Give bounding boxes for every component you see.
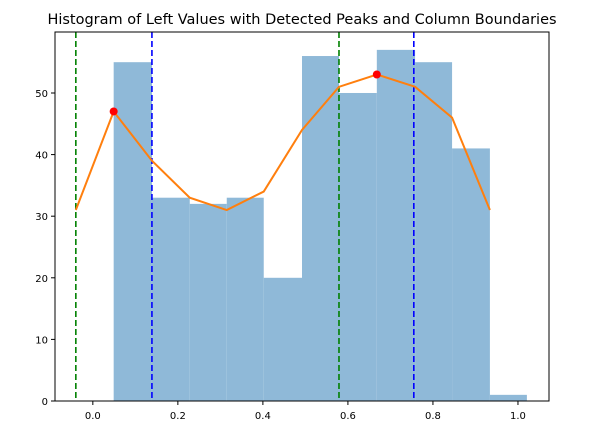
x-tick-label: 0.6 (340, 411, 356, 422)
peak-marker (109, 107, 118, 116)
histogram-bar (113, 62, 152, 402)
y-tick-label: 30 (35, 212, 48, 223)
histogram-bar (226, 197, 264, 401)
histogram-bar (452, 148, 490, 401)
y-tick-label: 20 (35, 274, 48, 285)
x-tick-label: 0.8 (425, 411, 441, 422)
x-tick-label: 0.2 (170, 411, 186, 422)
histogram-bar (302, 56, 339, 401)
x-tick-label: 0.4 (255, 411, 271, 422)
y-tick-label: 10 (35, 335, 48, 346)
histogram-bar (338, 92, 377, 402)
histogram-bar (489, 394, 527, 401)
y-tick-label: 0 (42, 397, 48, 408)
chart-title: Histogram of Left Values with Detected P… (47, 12, 556, 28)
histogram-bar (189, 203, 227, 401)
peak-marker (372, 70, 381, 79)
density-line (74, 73, 491, 212)
histogram-bar (263, 277, 302, 401)
histogram-bar (376, 49, 416, 401)
y-tick-label: 40 (35, 151, 48, 162)
plot-frame (54, 31, 550, 402)
histogram-bar (415, 62, 453, 402)
x-tick-label: 1.0 (510, 411, 526, 422)
x-tick-label: 0.0 (85, 411, 101, 422)
histogram-bar (151, 197, 190, 401)
y-tick-label: 50 (35, 89, 48, 100)
